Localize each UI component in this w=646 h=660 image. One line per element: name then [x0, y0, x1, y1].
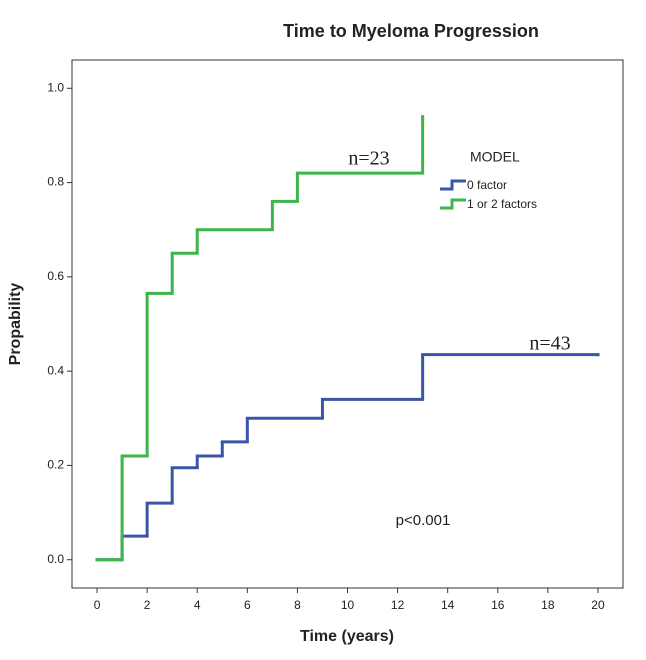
annotation: n=43: [529, 333, 570, 355]
annotation: n=23: [348, 148, 389, 170]
y-tick-label: 0.2: [47, 458, 64, 472]
y-tick-label: 0.0: [47, 552, 64, 566]
y-tick-label: 1.0: [47, 80, 64, 94]
x-tick-label: 12: [391, 598, 405, 612]
y-tick-label: 0.4: [47, 363, 64, 377]
chart-title: Time to Myeloma Progression: [283, 21, 539, 41]
legend-title: MODEL: [470, 149, 520, 165]
x-axis-label: Time (years): [300, 628, 394, 645]
x-tick-label: 20: [591, 598, 605, 612]
legend-label: 0 factor: [467, 178, 507, 192]
legend-swatch: [440, 198, 466, 210]
legend-swatch: [440, 179, 466, 191]
x-tick-label: 14: [441, 598, 455, 612]
x-tick-label: 8: [294, 598, 301, 612]
legend-label: 1 or 2 factors: [467, 197, 537, 211]
annotation: p<0.001: [396, 512, 451, 529]
y-axis-label: Propability: [7, 283, 24, 366]
x-tick-label: 4: [194, 598, 201, 612]
y-tick-label: 0.6: [47, 269, 64, 283]
x-tick-label: 10: [341, 598, 355, 612]
x-tick-label: 0: [94, 598, 101, 612]
x-tick-label: 6: [244, 598, 251, 612]
y-tick-label: 0.8: [47, 175, 64, 189]
x-tick-label: 16: [491, 598, 505, 612]
x-tick-label: 2: [144, 598, 151, 612]
plot-frame: [71, 59, 624, 589]
x-tick-label: 18: [541, 598, 555, 612]
